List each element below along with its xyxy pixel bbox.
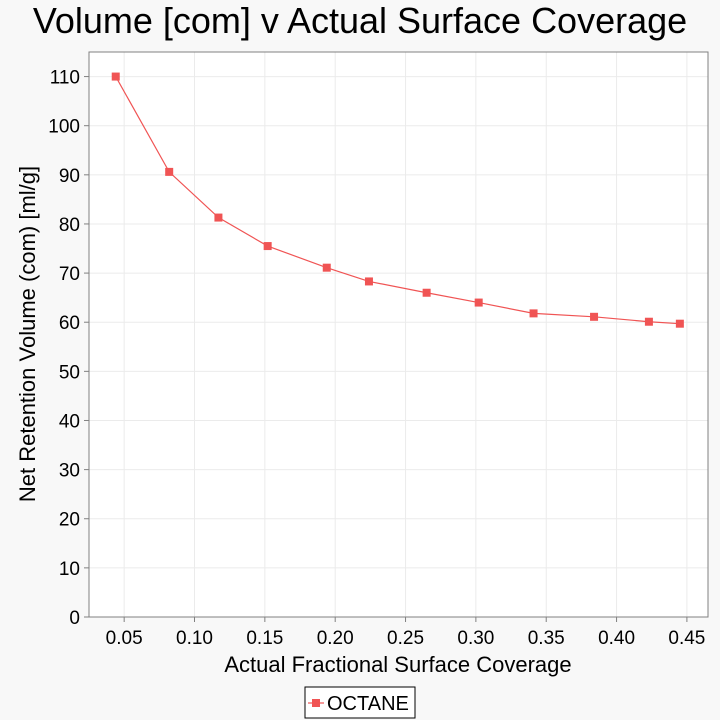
chart-title: Volume [com] v Actual Surface Coverage: [33, 0, 687, 41]
data-point: [675, 319, 684, 328]
y-tick-label: 20: [59, 510, 80, 531]
y-tick-label: 80: [59, 215, 80, 236]
x-tick-label: 0.15: [246, 628, 283, 649]
y-axis-label: Net Retention Volume (com) [ml/g]: [15, 166, 40, 502]
data-point: [165, 167, 174, 176]
plot-area: [89, 52, 708, 617]
y-tick-label: 0: [69, 608, 80, 629]
y-tick-label: 40: [59, 411, 80, 432]
data-point: [474, 298, 483, 307]
data-point: [644, 317, 653, 326]
x-tick-label: 0.45: [668, 628, 705, 649]
series-line: [115, 76, 680, 325]
legend: OCTANE: [304, 686, 416, 719]
x-tick-label: 0.25: [387, 628, 424, 649]
legend-label: OCTANE: [327, 693, 409, 715]
y-tick-label: 10: [59, 559, 80, 580]
y-tick-label: 70: [59, 264, 80, 285]
x-tick-label: 0.35: [528, 628, 565, 649]
y-tick-label: 90: [59, 166, 80, 187]
legend-marker: [312, 699, 320, 707]
x-tick-label: 0.05: [106, 628, 143, 649]
data-point: [111, 72, 120, 81]
plot-border: [88, 51, 709, 618]
data-point: [214, 213, 223, 222]
x-axis-label: Actual Fractional Surface Coverage: [224, 652, 571, 677]
y-tick-label: 30: [59, 461, 80, 482]
data-point: [422, 288, 431, 297]
y-tick-label: 50: [59, 362, 80, 383]
data-point: [322, 263, 331, 272]
data-point: [364, 277, 373, 286]
y-axis: 0 10 20 30 40 50 60 70 80 90 100 110: [48, 68, 89, 629]
x-tick-label: 0.30: [457, 628, 494, 649]
x-axis: 0.05 0.10 0.15 0.20 0.25 0.30 0.35 0.40 0.45: [106, 617, 705, 649]
data-point: [590, 312, 599, 321]
data-point: [529, 309, 538, 318]
y-tick-label: 110: [50, 68, 80, 89]
x-tick-label: 0.40: [598, 628, 635, 649]
y-tick-label: 100: [48, 117, 80, 138]
x-tick-label: 0.20: [317, 628, 354, 649]
data-point: [263, 242, 272, 251]
series-layer: [111, 72, 684, 328]
y-tick-label: 60: [59, 313, 80, 334]
x-tick-label: 0.10: [176, 628, 213, 649]
